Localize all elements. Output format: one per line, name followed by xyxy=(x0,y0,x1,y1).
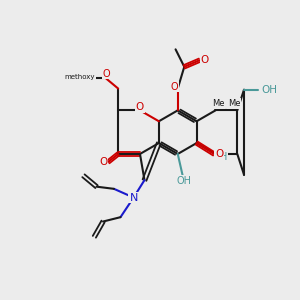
Text: O: O xyxy=(171,82,178,92)
Text: Me: Me xyxy=(212,99,225,108)
Text: O: O xyxy=(200,55,208,65)
Text: OH: OH xyxy=(176,176,191,186)
Text: O: O xyxy=(136,102,144,112)
Text: O: O xyxy=(215,149,223,159)
Text: OH: OH xyxy=(262,85,278,94)
Text: Me: Me xyxy=(228,99,241,108)
Text: O: O xyxy=(102,69,110,79)
Text: N: N xyxy=(129,193,138,202)
Text: H: H xyxy=(220,152,227,162)
Text: O: O xyxy=(99,157,107,167)
Text: methoxy: methoxy xyxy=(64,74,95,80)
